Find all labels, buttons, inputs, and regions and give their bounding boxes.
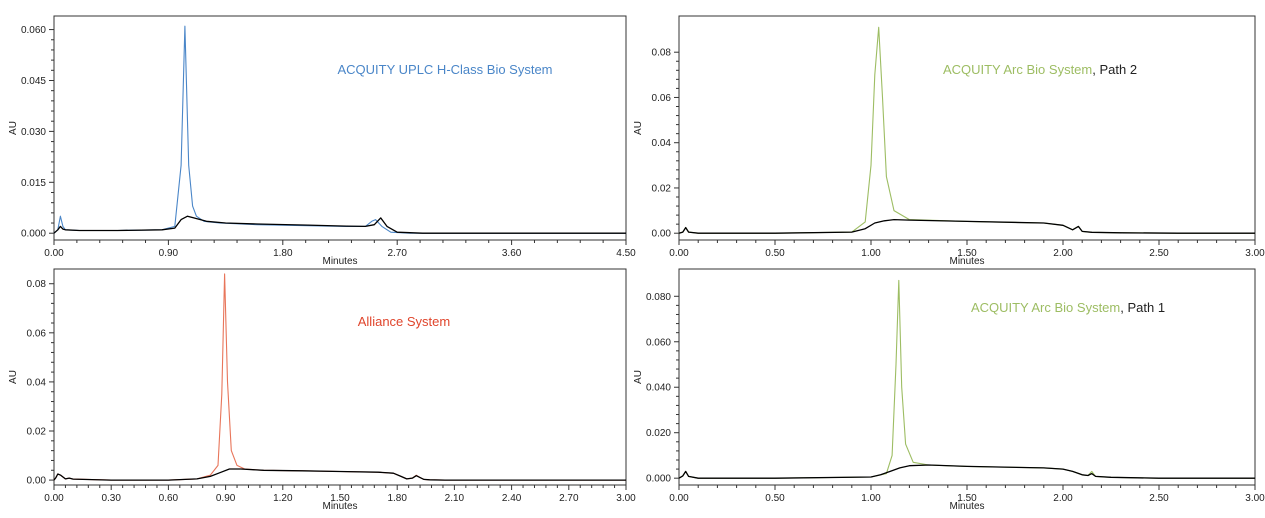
chart-title: ACQUITY Arc Bio System, Path 1: [971, 300, 1165, 315]
chart-title-part: ACQUITY Arc Bio System: [943, 62, 1092, 77]
y-tick-label: 0.080: [646, 292, 671, 303]
chart-title-part: , Path 2: [1092, 62, 1137, 77]
y-tick-label: 0.040: [646, 383, 671, 394]
y-axis-label: AU: [8, 121, 19, 135]
x-tick-label: 1.20: [273, 493, 293, 504]
x-tick-label: 1.50: [957, 493, 977, 504]
x-tick-label: 1.00: [861, 493, 881, 504]
x-tick-label: 3.60: [502, 248, 522, 259]
y-tick-label: 0.04: [652, 138, 672, 149]
x-tick-label: 0.90: [159, 248, 179, 259]
chart-title: ACQUITY UPLC H-Class Bio System: [337, 62, 552, 77]
x-tick-label: 1.80: [273, 248, 293, 259]
series-line: [678, 218, 1255, 234]
x-tick-label: 4.50: [616, 248, 636, 259]
x-axis-label: Minutes: [949, 501, 984, 512]
x-tick-label: 0.00: [44, 493, 64, 504]
y-tick-label: 0.045: [21, 76, 46, 87]
x-axis-label: Minutes: [322, 256, 357, 267]
series-line: [53, 215, 626, 234]
x-tick-label: 2.50: [1149, 248, 1169, 259]
chart-title-part: ACQUITY UPLC H-Class Bio System: [337, 62, 552, 77]
x-tick-label: 0.30: [101, 493, 121, 504]
y-axis-label: AU: [633, 370, 644, 384]
series-line: [678, 279, 1255, 479]
x-axis-label: Minutes: [322, 501, 357, 512]
chart-title: ACQUITY Arc Bio System, Path 2: [943, 62, 1137, 77]
x-tick-label: 1.50: [330, 493, 350, 504]
x-tick-label: 2.70: [559, 493, 579, 504]
plot-frame: [678, 268, 1256, 486]
chart-title-part: Alliance System: [358, 314, 450, 329]
x-tick-label: 0.00: [669, 493, 689, 504]
chart-title-part: , Path 1: [1120, 300, 1165, 315]
y-tick-label: 0.04: [27, 377, 47, 388]
x-tick-label: 2.50: [1149, 493, 1169, 504]
plot-frame: [678, 15, 1256, 241]
chart-title-part: ACQUITY Arc Bio System: [971, 300, 1120, 315]
y-tick-label: 0.08: [27, 279, 47, 290]
chart-panel: 0.00 0.50 1.00 1.50 2.00 2.50 3.00 0.000 0.020 0.…: [633, 268, 1265, 512]
x-tick-label: 2.10: [445, 493, 465, 504]
x-tick-label: 0.60: [159, 493, 179, 504]
y-tick-label: 0.000: [21, 229, 46, 240]
x-tick-label: 0.50: [765, 248, 785, 259]
x-tick-label: 2.40: [502, 493, 522, 504]
x-tick-label: 1.00: [861, 248, 881, 259]
x-tick-label: 2.00: [1053, 248, 1073, 259]
y-tick-label: 0.02: [652, 183, 672, 194]
plot-frame: [53, 15, 627, 241]
y-tick-label: 0.06: [27, 328, 47, 339]
series-line: [678, 464, 1255, 479]
x-tick-label: 3.00: [1245, 248, 1265, 259]
y-tick-label: 0.015: [21, 178, 46, 189]
series-line: [53, 25, 626, 234]
x-tick-label: 0.00: [669, 248, 689, 259]
y-tick-label: 0.020: [646, 428, 671, 439]
y-tick-label: 0.060: [646, 337, 671, 348]
y-tick-label: 0.02: [27, 427, 47, 438]
series-line: [53, 273, 626, 481]
chart-panel: 0.00 0.30 0.60 0.90 1.20 1.50 1.80 2.10 2.40 2.70…: [8, 268, 636, 512]
x-tick-label: 2.70: [387, 248, 407, 259]
x-tick-label: 0.00: [44, 248, 64, 259]
series-line: [678, 26, 1255, 234]
y-axis-label: AU: [8, 370, 19, 384]
x-tick-label: 2.00: [1053, 493, 1073, 504]
chart-panel: 0.00 0.90 1.80 2.70 3.60 4.50 0.000 0.015 0.030 0…: [8, 15, 636, 267]
y-axis-label: AU: [633, 121, 644, 135]
x-tick-label: 0.50: [765, 493, 785, 504]
y-tick-label: 0.00: [27, 476, 47, 487]
x-tick-label: 3.00: [1245, 493, 1265, 504]
y-tick-label: 0.000: [646, 474, 671, 485]
y-tick-label: 0.060: [21, 25, 46, 36]
series-line: [53, 468, 626, 481]
y-tick-label: 0.030: [21, 127, 46, 138]
x-tick-label: 0.90: [216, 493, 236, 504]
plot-frame: [53, 268, 627, 486]
x-axis-label: Minutes: [949, 256, 984, 267]
x-tick-label: 3.00: [616, 493, 636, 504]
x-tick-label: 1.80: [387, 493, 407, 504]
x-tick-label: 1.50: [957, 248, 977, 259]
chart-panel: 0.00 0.50 1.00 1.50 2.00 2.50 3.00 0.00 0.02 0.04…: [633, 15, 1265, 267]
y-tick-label: 0.08: [652, 48, 672, 59]
chart-title: Alliance System: [358, 314, 450, 329]
y-tick-label: 0.00: [652, 229, 672, 240]
y-tick-label: 0.06: [652, 93, 672, 104]
